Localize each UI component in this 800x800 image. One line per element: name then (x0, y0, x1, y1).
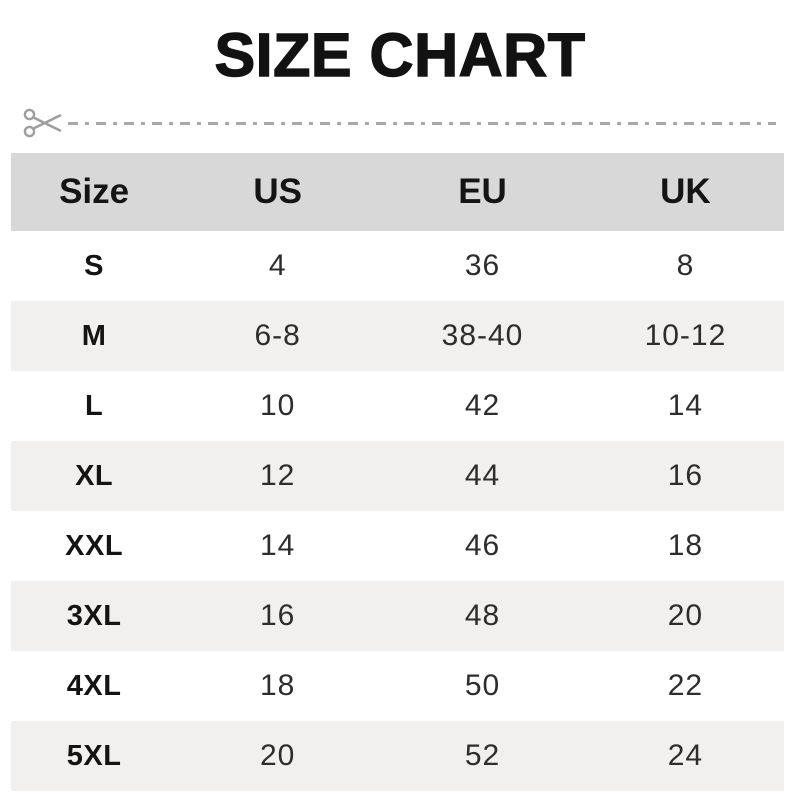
table-row: M 6-8 38-40 10-12 (11, 301, 784, 372)
page-title: SIZE CHART (214, 20, 586, 89)
uk-cell: 14 (667, 389, 704, 423)
table-row: XXL 14 46 18 (11, 511, 784, 581)
uk-cell: 10-12 (644, 319, 727, 353)
col-header-eu: EU (378, 153, 587, 232)
us-cell: 14 (259, 529, 296, 563)
size-cell: S (84, 249, 105, 282)
col-header-uk: UK (586, 153, 784, 232)
us-cell: 12 (259, 459, 296, 493)
eu-cell: 52 (464, 739, 501, 773)
eu-cell: 36 (464, 249, 501, 283)
col-header-us: US (177, 153, 379, 232)
eu-cell: 44 (464, 459, 501, 493)
table-row: 4XL 18 50 22 (11, 651, 784, 721)
table-row: S 4 36 8 (11, 231, 784, 301)
uk-cell: 8 (676, 249, 695, 283)
header-row: Size US EU UK (11, 153, 784, 232)
uk-cell: 22 (667, 669, 704, 703)
table-row: L 10 42 14 (11, 371, 784, 441)
us-cell: 6-8 (254, 319, 301, 353)
size-cell: 3XL (66, 599, 122, 632)
size-cell: 5XL (66, 739, 122, 772)
uk-cell: 18 (667, 529, 704, 563)
cut-dash-line (68, 121, 776, 125)
size-cell: XXL (65, 529, 124, 562)
table-row: 5XL 20 52 24 (11, 721, 784, 792)
eu-cell: 48 (464, 599, 501, 633)
scissors-icon (23, 108, 62, 138)
table-row: XL 12 44 16 (11, 441, 784, 512)
size-table: Size US EU UK S 4 36 8 M 6-8 38-40 10-12… (11, 153, 784, 792)
us-cell: 20 (259, 739, 296, 773)
size-cell: 4XL (66, 669, 122, 702)
eu-cell: 46 (464, 529, 501, 563)
size-cell: XL (75, 459, 114, 492)
us-cell: 18 (259, 669, 296, 703)
us-cell: 10 (259, 389, 296, 423)
eu-cell: 42 (464, 389, 501, 423)
size-cell: L (84, 389, 104, 422)
cut-line (22, 105, 776, 141)
col-header-size: Size (11, 153, 178, 232)
uk-cell: 16 (667, 459, 704, 493)
size-chart-page: SIZE CHART Size US EU UK S 4 36 (0, 20, 800, 800)
us-cell: 4 (268, 249, 287, 283)
size-cell: M (81, 319, 107, 352)
eu-cell: 38-40 (441, 319, 524, 353)
uk-cell: 24 (667, 739, 704, 773)
us-cell: 16 (259, 599, 296, 633)
uk-cell: 20 (667, 599, 704, 633)
table-row: 3XL 16 48 20 (11, 581, 784, 652)
eu-cell: 50 (464, 669, 501, 703)
